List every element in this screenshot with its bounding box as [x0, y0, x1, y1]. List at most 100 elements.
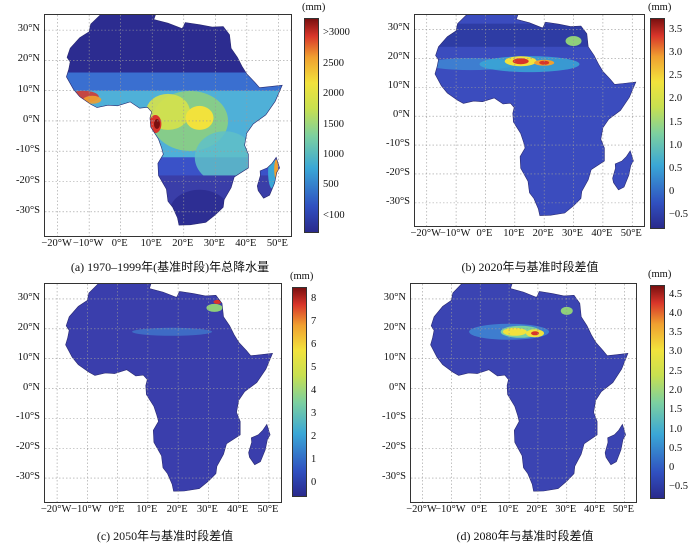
- colorbar-tick-label: 2.0: [669, 385, 683, 396]
- colorbar-tick-label: 7: [311, 315, 317, 327]
- map-plot-area: [44, 283, 282, 503]
- lon-tick-label: 50°E: [266, 238, 288, 249]
- colorbar-unit: (mm): [302, 2, 326, 13]
- lat-tick-label: 20°N: [17, 53, 40, 65]
- colorbar-tick-label: 2.5: [669, 70, 683, 82]
- lat-tick-label: -30°S: [385, 195, 410, 207]
- colorbar-tick-label: <100: [323, 209, 345, 221]
- lat-tick-label: -20°S: [381, 441, 406, 453]
- lat-tick-label: -20°S: [15, 441, 40, 453]
- colorbar-tick-label: 1.0: [669, 139, 683, 151]
- lon-tick-label: 40°E: [235, 238, 257, 249]
- lat-tick-label: 20°N: [383, 321, 406, 333]
- lon-tick-label: 20°E: [526, 504, 548, 515]
- lon-tick-label: 10°E: [136, 504, 158, 515]
- lon-tick-label: 0°E: [108, 504, 125, 515]
- lat-tick-label: 10°N: [17, 83, 40, 95]
- africa-map-a: [45, 15, 291, 236]
- graticule: [411, 284, 636, 502]
- colorbar: [650, 18, 665, 229]
- precipitation-field: [430, 284, 628, 492]
- colorbar-tick-label: 4.5: [669, 288, 683, 300]
- lon-tick-label: 40°E: [591, 228, 613, 239]
- lon-tick-label: 30°E: [561, 228, 584, 239]
- lat-tick-label: 20°N: [387, 51, 410, 63]
- precipitation-field: [65, 284, 273, 492]
- lon-tick-label: 20°E: [532, 228, 554, 239]
- lat-tick-label: 30°N: [387, 22, 410, 34]
- colorbar: [304, 18, 319, 233]
- lon-tick-label: −20°W: [41, 238, 72, 249]
- lon-tick-label: 0°E: [476, 228, 493, 239]
- panel-caption: (d) 2080年与基准时段差值: [456, 529, 594, 543]
- colorbar-tick-label: 8: [311, 292, 317, 304]
- colorbar-tick-label: 5: [311, 361, 317, 373]
- africa-map-c: [45, 284, 281, 502]
- precipitation-field: [66, 15, 283, 226]
- colorbar-tick-label: 0: [669, 186, 675, 198]
- colorbar-tick-label: 4.0: [669, 307, 683, 319]
- lat-tick-label: 0°N: [388, 381, 406, 393]
- lat-tick-label: 0°N: [392, 109, 410, 121]
- colorbar-tick-label: 1.5: [669, 404, 683, 416]
- lat-tick-label: 10°N: [383, 351, 406, 363]
- lat-tick-label: 30°N: [17, 23, 40, 35]
- lat-tick-label: -10°S: [15, 411, 40, 423]
- lon-tick-label: 0°E: [471, 504, 488, 515]
- colorbar: [292, 287, 307, 497]
- lat-tick-label: -10°S: [15, 144, 40, 156]
- lon-tick-label: −10°W: [71, 504, 102, 515]
- colorbar-tick-label: 0: [311, 477, 317, 489]
- precipitation-field: [435, 15, 636, 216]
- map-plot-area: [414, 14, 645, 227]
- lat-tick-label: 30°N: [17, 291, 40, 303]
- colorbar-tick-label: 3.0: [669, 346, 683, 358]
- lon-tick-label: 0°E: [111, 238, 128, 249]
- colorbar-tick-label: 500: [323, 179, 339, 191]
- colorbar-tick-label: 4: [311, 385, 317, 396]
- colorbar-tick-label: 1500: [323, 118, 344, 130]
- lon-tick-label: 10°E: [497, 504, 519, 515]
- lat-tick-label: -10°S: [385, 138, 410, 150]
- colorbar-tick-label: >3000: [323, 27, 350, 39]
- colorbar-tick-label: −0.5: [669, 209, 689, 221]
- lat-tick-label: -10°S: [381, 411, 406, 423]
- africa-map-d: [411, 284, 636, 502]
- colorbar-tick-label: 3.5: [669, 23, 683, 35]
- lon-tick-label: −10°W: [439, 228, 471, 239]
- lon-tick-label: 30°E: [196, 504, 218, 515]
- lat-tick-label: -20°S: [385, 166, 410, 178]
- map-plot-area: [44, 14, 292, 237]
- lon-tick-label: 20°E: [166, 504, 188, 515]
- colorbar-tick-label: 1.0: [669, 423, 683, 435]
- colorbar-unit: (mm): [648, 269, 672, 280]
- lon-tick-label: 40°E: [584, 504, 606, 515]
- colorbar-tick-label: 0.5: [669, 442, 683, 454]
- lon-tick-label: −10°W: [435, 504, 466, 515]
- colorbar-tick-label: 1: [311, 454, 317, 466]
- lat-tick-label: -30°S: [381, 471, 406, 483]
- lat-tick-label: -30°S: [15, 471, 40, 483]
- colorbar-unit: (mm): [648, 2, 672, 13]
- africa-map-b: [415, 15, 644, 226]
- graticule: [415, 15, 644, 226]
- lon-tick-label: 40°E: [227, 504, 249, 515]
- lat-tick-label: 0°N: [22, 113, 40, 125]
- colorbar-tick-label: −0.5: [669, 481, 689, 493]
- panel-caption: (c) 2050年与基准时段差值: [96, 529, 234, 543]
- lat-tick-label: 10°N: [17, 351, 40, 363]
- lon-tick-label: 30°E: [555, 504, 577, 515]
- colorbar-tick-label: 2000: [323, 88, 344, 100]
- lat-tick-label: 0°N: [22, 381, 40, 393]
- panel-caption: (b) 2020年与基准时段差值: [461, 260, 599, 274]
- lon-tick-label: 30°E: [203, 238, 225, 249]
- lon-tick-label: 50°E: [257, 504, 279, 515]
- colorbar-unit: (mm): [290, 271, 314, 282]
- graticule: [45, 15, 291, 236]
- lat-tick-label: 10°N: [387, 80, 410, 92]
- colorbar-tick-label: 1000: [323, 148, 344, 160]
- lon-tick-label: 50°E: [612, 504, 635, 515]
- colorbar-tick-label: 0: [669, 462, 675, 474]
- colorbar: [650, 285, 665, 499]
- colorbar-tick-label: 6: [311, 338, 317, 350]
